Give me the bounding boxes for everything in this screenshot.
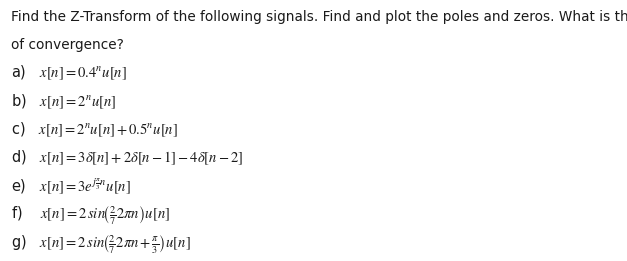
Text: c)   $x[n] = 2^n u[n] + 0.5^n u[n]$: c) $x[n] = 2^n u[n] + 0.5^n u[n]$	[11, 120, 178, 139]
Text: f)    $x[n] = 2\,sin\!\left(\frac{2}{7}2\pi n\right)u[n]$: f) $x[n] = 2\,sin\!\left(\frac{2}{7}2\pi…	[11, 205, 171, 227]
Text: Find the Z-Transform of the following signals. Find and plot the poles and zeros: Find the Z-Transform of the following si…	[11, 10, 627, 25]
Text: e)   $x[n] = 3e^{j\frac{\pi}{3}n} u[n]$: e) $x[n] = 3e^{j\frac{\pi}{3}n} u[n]$	[11, 177, 131, 196]
Text: of convergence?: of convergence?	[11, 38, 124, 52]
Text: d)   $x[n] = 3\delta[n] + 2\delta[n-1] - 4\delta[n-2]$: d) $x[n] = 3\delta[n] + 2\delta[n-1] - 4…	[11, 149, 244, 167]
Text: a)   $x[n] = 0.4^n u[n]$: a) $x[n] = 0.4^n u[n]$	[11, 64, 127, 82]
Text: b)   $x[n] = 2^n u[n]$: b) $x[n] = 2^n u[n]$	[11, 92, 117, 110]
Text: g)   $x[n] = 2\,sin\!\left(\frac{2}{7}2\pi n + \frac{\pi}{3}\right)u[n]$: g) $x[n] = 2\,sin\!\left(\frac{2}{7}2\pi…	[11, 233, 191, 256]
